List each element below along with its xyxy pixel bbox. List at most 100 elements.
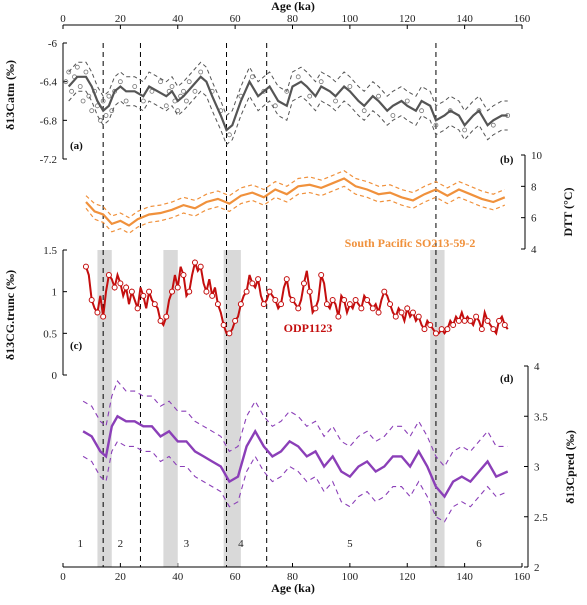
panel-c-y-tick-label-1: 1 <box>52 287 58 299</box>
top-x-tick-label-2: 40 <box>172 13 184 25</box>
bottom-x-tick-label-2: 40 <box>172 571 184 583</box>
panel-a-point-51 <box>404 98 410 104</box>
panel-c-point-42 <box>203 288 210 295</box>
panel-c-point-28 <box>163 313 170 320</box>
panel-a-point-7 <box>83 69 89 75</box>
panel-a-series-upper <box>68 61 508 117</box>
panel-c-y-label: δ13CG.trunc (‰) <box>3 270 17 360</box>
panel-b-series-upper <box>85 170 506 219</box>
panel-a-point-52 <box>419 108 424 114</box>
panel-c-point-142 <box>490 326 497 333</box>
panel-a-point-32 <box>186 79 192 85</box>
panel-a-series-mean <box>67 75 508 132</box>
bottom-x-tick-label-3: 60 <box>230 571 242 583</box>
panel-a-point-33 <box>192 88 198 94</box>
bottom-x-tick-label-1: 20 <box>115 571 127 583</box>
panel-c-point-84 <box>323 301 330 308</box>
panel-d-y-label: δ13Cpred (‰) <box>563 430 577 504</box>
panel-c-point-44 <box>209 292 216 299</box>
panel-c-point-54 <box>237 301 244 308</box>
panel-c-point-56 <box>243 288 250 295</box>
panel-c-point-68 <box>278 301 285 308</box>
panel-c-point-76 <box>300 280 307 287</box>
panel-c-point-86 <box>329 297 336 303</box>
panel-b-y-label: DTT (°C) <box>561 188 575 237</box>
panel-d-series-lower <box>82 440 508 523</box>
panel-c-point-66 <box>272 297 279 303</box>
panel-c-point-144 <box>496 317 503 324</box>
panel-c-point-128 <box>450 322 457 328</box>
panel-c-point-74 <box>295 305 302 312</box>
panel-a-y-tick-label-1: -6.4 <box>40 77 58 89</box>
stage-label-5: 5 <box>347 538 353 550</box>
top-x-tick-label-8: 160 <box>514 13 531 25</box>
panel-c-point-130 <box>455 317 462 324</box>
panel-c-d13c-trunc: 1.5 1 0.5 0 <box>43 245 509 382</box>
panel-a-point-50 <box>390 113 396 118</box>
top-x-tick-label-3: 60 <box>230 13 242 25</box>
panel-b-series-lower <box>85 185 506 235</box>
panel-c-point-60 <box>255 276 262 283</box>
panel-c-point-90 <box>341 297 348 303</box>
panel-c-point-146 <box>501 322 508 328</box>
panel-d-series-upper <box>82 380 508 468</box>
axis-lines <box>62 24 529 568</box>
panel-c-point-140 <box>484 317 491 324</box>
panel-a-point-31 <box>183 98 189 104</box>
panel-a-point-8 <box>86 93 92 99</box>
panel-c-point-14 <box>123 284 130 291</box>
panel-c-point-10 <box>111 284 118 291</box>
panel-c-y-tick-label-0: 1.5 <box>43 245 57 257</box>
panel-a-point-19 <box>123 98 129 104</box>
panel-a-point-5 <box>77 84 83 89</box>
panel-c-point-78 <box>306 288 313 295</box>
bottom-x-tick-label-4: 80 <box>287 571 299 583</box>
stage-label-4: 4 <box>238 538 244 550</box>
panel-d-label: (d) <box>500 373 514 385</box>
panel-c-point-122 <box>432 330 439 337</box>
panel-d-y-tick-label-2: 3 <box>534 462 540 474</box>
panel-c-point-36 <box>186 288 193 295</box>
panel-b-y-tick-label-3: 4 <box>531 244 537 256</box>
panel-a-point-1 <box>66 69 72 75</box>
top-x-axis: 0 20 40 60 80 100 120 140 160 <box>60 13 531 29</box>
panel-c-label: (c) <box>70 340 83 352</box>
panel-a-point-40 <box>261 88 267 94</box>
bottom-x-tick-label-7: 140 <box>456 571 473 583</box>
panel-c-point-24 <box>151 301 158 308</box>
panel-d-y-tick-label-3: 2.5 <box>534 512 548 524</box>
panel-c-point-110 <box>398 309 405 316</box>
top-x-tick-label-1: 20 <box>115 13 127 25</box>
panel-c-point-34 <box>180 272 187 278</box>
bottom-x-tick-label-5: 100 <box>342 571 359 583</box>
bottom-x-axis-title: Age (ka) <box>271 581 315 595</box>
panel-c-point-116 <box>415 313 422 320</box>
panel-a-point-6 <box>80 98 86 104</box>
panel-c-point-88 <box>335 313 342 320</box>
panel-c-point-70 <box>283 276 290 283</box>
panel-c-point-124 <box>438 326 445 333</box>
panel-b-series-mean <box>85 177 506 227</box>
top-x-tick-label-0: 0 <box>60 13 66 25</box>
panel-c-point-72 <box>289 297 296 303</box>
panel-c-point-38 <box>191 259 198 266</box>
bottom-x-tick-label-6: 120 <box>399 571 416 583</box>
panel-a-point-13 <box>100 98 106 104</box>
panel-c-point-22 <box>146 288 153 295</box>
bottom-x-tick-label-0: 0 <box>60 571 66 583</box>
gray-band-1 <box>163 250 178 567</box>
panel-a-point-46 <box>333 98 338 104</box>
panel-c-point-16 <box>128 288 135 295</box>
panel-c-point-40 <box>197 263 204 270</box>
panel-a-point-44 <box>307 93 313 99</box>
panel-a-point-21 <box>140 98 146 104</box>
panel-c-point-138 <box>478 326 485 333</box>
panel-a-y-tick-label-0: -6 <box>48 38 58 50</box>
stage-label-6: 6 <box>476 538 482 550</box>
panel-a-series-lower <box>68 90 508 146</box>
panel-c-point-46 <box>214 301 221 308</box>
panel-d-series-mean <box>82 414 509 499</box>
panel-d-y-tick-label-1: 3.5 <box>534 411 548 423</box>
panel-c-point-134 <box>467 317 474 324</box>
